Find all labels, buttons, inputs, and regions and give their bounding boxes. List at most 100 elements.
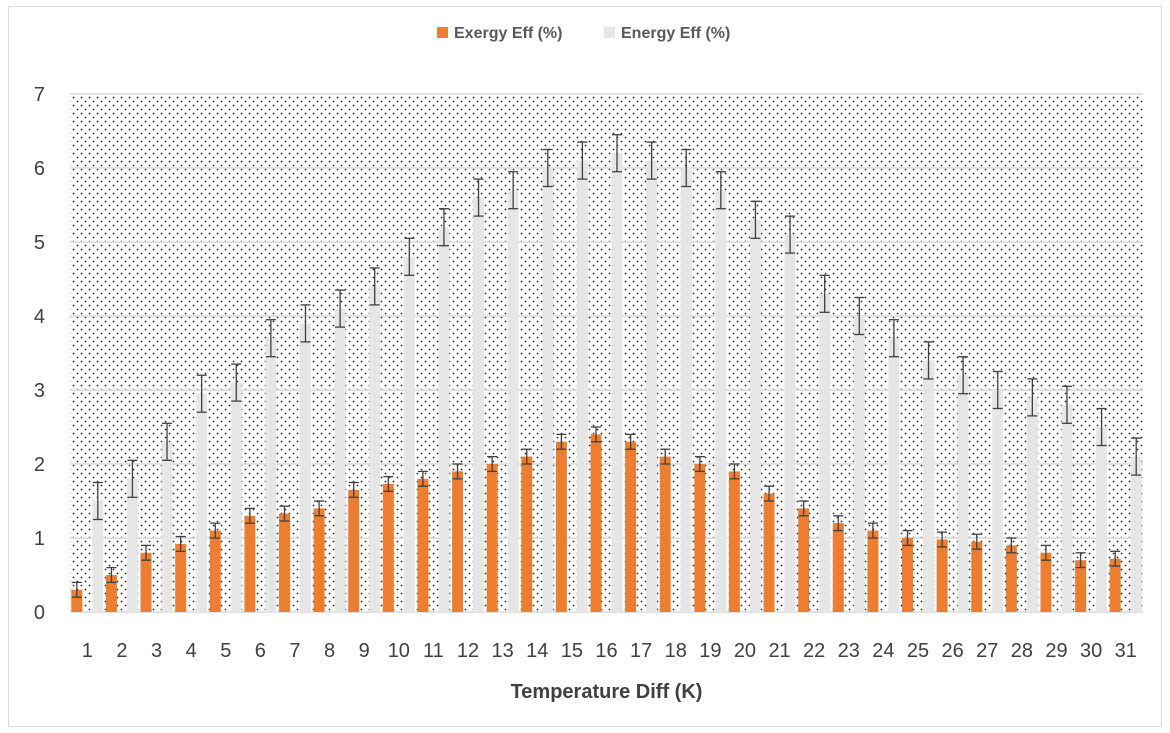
exergy-bar	[798, 508, 810, 612]
energy-bar	[161, 441, 173, 612]
y-axis-tick-labels: 0 1 2 3 4 5 6 7	[34, 84, 45, 624]
energy-bar	[265, 338, 277, 612]
exergy-bar	[971, 541, 983, 612]
x-tick-label: 5	[220, 640, 231, 662]
energy-bar	[542, 168, 554, 612]
error-bar	[833, 515, 844, 532]
x-tick-label: 20	[734, 640, 756, 662]
energy-bar	[923, 360, 935, 612]
bars-group	[71, 153, 1142, 613]
exergy-bar	[1040, 552, 1052, 612]
error-bar	[819, 274, 830, 313]
x-tick-label: 30	[1080, 640, 1102, 662]
exergy-bar	[936, 539, 948, 612]
exergy-bar	[209, 530, 221, 612]
energy-bar	[334, 308, 346, 612]
error-bar	[487, 455, 498, 473]
exergy-bar	[763, 493, 775, 612]
energy-bar	[126, 478, 138, 612]
energy-bar	[749, 219, 761, 613]
error-bar	[785, 215, 796, 254]
x-tick-label: 12	[457, 640, 479, 662]
y-tick-label: 3	[34, 380, 45, 402]
error-bar	[1061, 385, 1072, 424]
error-bar	[314, 500, 325, 517]
energy-bar	[784, 234, 796, 612]
exergy-bar	[244, 515, 256, 612]
energy-bar	[1061, 404, 1073, 612]
x-tick-label: 19	[699, 640, 721, 662]
error-bar	[369, 267, 380, 306]
exergy-bar	[1005, 545, 1017, 612]
exergy-bar	[728, 471, 740, 612]
error-bar	[902, 529, 913, 547]
x-tick-label: 21	[768, 640, 790, 662]
exergy-bar	[140, 552, 152, 612]
error-bar	[1131, 437, 1142, 476]
exergy-bar	[313, 508, 325, 612]
error-bar	[646, 141, 657, 180]
error-bar	[958, 356, 969, 395]
x-tick-label: 11	[423, 640, 444, 662]
error-bar	[1096, 407, 1107, 447]
x-tick-label: 17	[630, 640, 652, 662]
error-bar	[715, 171, 726, 210]
x-tick-label: 31	[1115, 640, 1137, 662]
exergy-bar	[1109, 558, 1121, 612]
y-tick-label: 1	[34, 528, 45, 550]
energy-bar	[992, 390, 1004, 612]
x-tick-label: 6	[255, 640, 266, 662]
error-bar	[162, 422, 173, 461]
error-bar	[265, 319, 276, 358]
error-bar	[438, 208, 449, 247]
error-bar	[937, 531, 948, 548]
error-bar	[681, 148, 692, 188]
legend: Exergy Eff (%) Energy Eff (%)	[437, 25, 730, 42]
error-bar	[473, 178, 484, 217]
error-bar	[992, 370, 1003, 410]
y-tick-label: 6	[34, 158, 45, 180]
error-bar	[175, 535, 186, 552]
energy-bar	[438, 227, 450, 612]
energy-bar	[853, 316, 865, 612]
energy-bar	[369, 286, 381, 612]
x-tick-label: 14	[526, 640, 548, 662]
exergy-bar	[486, 464, 498, 612]
exergy-bar	[694, 464, 706, 612]
error-bar	[508, 171, 519, 210]
error-bar	[694, 455, 705, 473]
x-axis-title: Temperature Diff (K)	[511, 681, 703, 703]
error-bar	[300, 304, 311, 343]
legend-label-energy: Energy Eff (%)	[621, 25, 730, 42]
error-bars-group	[71, 134, 1142, 598]
error-bar	[750, 200, 761, 239]
y-tick-label: 7	[34, 84, 45, 106]
exergy-bar	[175, 543, 187, 612]
energy-bar	[230, 382, 242, 612]
exergy-bar	[659, 456, 671, 612]
energy-bar	[888, 338, 900, 612]
error-bar	[452, 463, 463, 480]
energy-bar	[819, 293, 831, 612]
exergy-bar	[1075, 560, 1087, 612]
exergy-bar	[278, 513, 290, 612]
y-tick-label: 5	[34, 232, 45, 254]
error-bar	[92, 481, 103, 521]
energy-bar	[957, 375, 969, 612]
x-tick-label: 9	[359, 640, 370, 662]
error-bar	[556, 433, 567, 450]
x-tick-label: 2	[116, 640, 127, 662]
energy-bar	[196, 393, 208, 612]
error-bar	[660, 448, 671, 465]
energy-bar	[715, 190, 727, 612]
exergy-bar	[452, 471, 464, 612]
error-bar	[867, 522, 878, 539]
error-bar	[764, 485, 775, 502]
energy-bar	[1096, 427, 1108, 612]
x-tick-label: 16	[595, 640, 617, 662]
x-tick-label: 25	[907, 640, 929, 662]
error-bar	[798, 500, 809, 517]
x-tick-label: 8	[324, 640, 335, 662]
energy-bar	[92, 501, 104, 612]
energy-bar	[1130, 456, 1142, 612]
